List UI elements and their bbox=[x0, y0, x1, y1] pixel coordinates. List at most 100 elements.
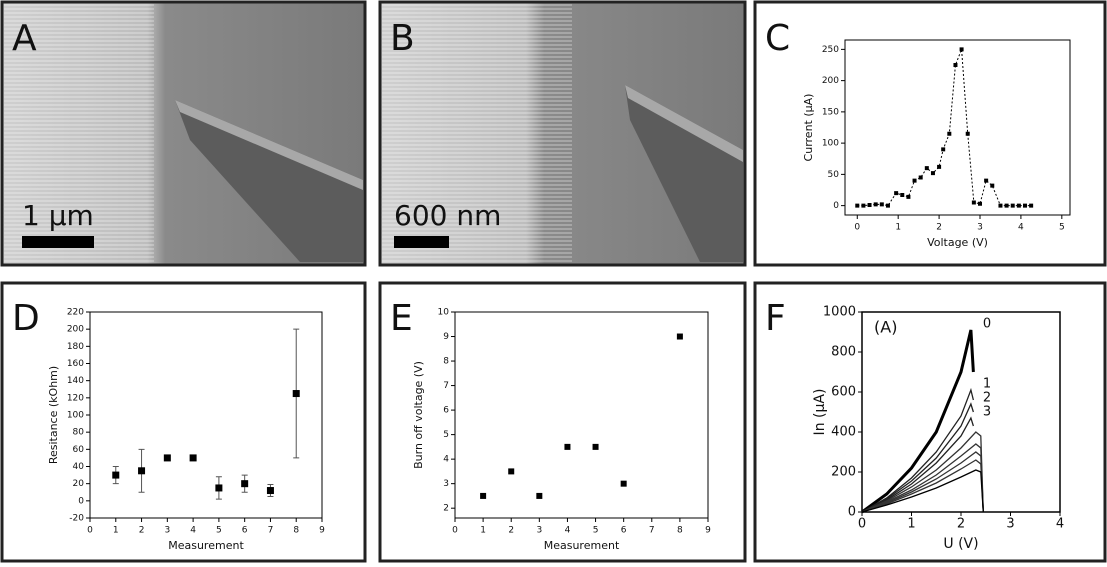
x-tick-label: 1 bbox=[895, 223, 901, 233]
y-tick-label: 1000 bbox=[823, 305, 856, 320]
x-tick-label: 1 bbox=[907, 517, 915, 532]
data-point bbox=[536, 492, 543, 499]
y-axis-title: Current (µA) bbox=[802, 94, 815, 162]
x-axis-title: Measurement bbox=[168, 539, 244, 552]
y-tick-label: 50 bbox=[828, 170, 840, 180]
series-label: 2 bbox=[983, 391, 991, 406]
x-tick-label: 1 bbox=[113, 526, 119, 536]
y-tick-label: 100 bbox=[822, 139, 839, 149]
x-tick-label: 1 bbox=[480, 526, 486, 536]
x-tick-label: 4 bbox=[190, 526, 196, 536]
data-point bbox=[947, 131, 952, 136]
x-tick-label: 3 bbox=[164, 526, 170, 536]
y-tick-label: 220 bbox=[67, 308, 84, 318]
data-point bbox=[941, 147, 946, 152]
panel-frame bbox=[378, 281, 747, 563]
y-tick-label: -20 bbox=[69, 514, 84, 524]
panel-label: F bbox=[765, 298, 786, 339]
data-point bbox=[620, 480, 627, 487]
data-point bbox=[900, 193, 905, 197]
y-tick-label: 140 bbox=[67, 376, 84, 386]
data-point bbox=[241, 480, 249, 488]
y-tick-label: 6 bbox=[443, 406, 449, 416]
probe-tip bbox=[175, 100, 363, 262]
data-point bbox=[112, 471, 120, 479]
data-line bbox=[861, 431, 984, 513]
probe-edge bbox=[625, 85, 743, 162]
y-tick-label: 80 bbox=[73, 428, 85, 438]
plot-frame bbox=[844, 39, 1071, 216]
panel-frame bbox=[753, 0, 1107, 267]
data-point bbox=[965, 131, 970, 136]
x-tick-label: 0 bbox=[858, 517, 866, 532]
data-point bbox=[937, 164, 942, 169]
data-point bbox=[867, 203, 872, 207]
x-tick-label: 0 bbox=[452, 526, 458, 536]
data-point bbox=[984, 178, 989, 183]
x-tick-label: 2 bbox=[936, 223, 942, 233]
data-point bbox=[912, 178, 917, 183]
y-tick-label: 60 bbox=[73, 445, 85, 455]
y-tick-label: 400 bbox=[831, 425, 856, 440]
data-point bbox=[1016, 203, 1021, 208]
data-point bbox=[930, 171, 935, 176]
data-point bbox=[676, 333, 683, 340]
x-tick-label: 6 bbox=[621, 526, 627, 536]
data-point bbox=[978, 201, 982, 206]
y-axis-title: Burn off voltage (V) bbox=[412, 361, 425, 469]
x-tick-label: 7 bbox=[268, 526, 274, 536]
y-tick-label: 10 bbox=[438, 308, 450, 318]
y-tick-label: 8 bbox=[443, 357, 449, 367]
data-point bbox=[959, 47, 964, 52]
y-tick-label: 800 bbox=[831, 345, 856, 360]
panel-label: B bbox=[390, 18, 415, 59]
y-tick-label: 120 bbox=[67, 393, 84, 403]
data-point bbox=[885, 203, 890, 208]
x-tick-label: 9 bbox=[319, 526, 325, 536]
data-point bbox=[592, 443, 599, 450]
panel-b: B 600 nm bbox=[378, 0, 747, 267]
plot-frame bbox=[454, 311, 709, 519]
data-line bbox=[861, 469, 984, 513]
data-point bbox=[861, 203, 866, 208]
panel-frame bbox=[753, 281, 1107, 563]
data-point bbox=[894, 191, 899, 196]
y-tick-label: 250 bbox=[822, 45, 839, 55]
series-label: 1 bbox=[983, 377, 991, 392]
x-tick-label: 9 bbox=[705, 526, 711, 536]
data-point bbox=[189, 454, 197, 462]
data-line bbox=[861, 402, 974, 513]
data-line bbox=[861, 329, 975, 514]
y-tick-label: 200 bbox=[67, 325, 84, 335]
x-tick-label: 3 bbox=[536, 526, 542, 536]
y-tick-label: 180 bbox=[67, 342, 84, 352]
data-point bbox=[138, 467, 146, 475]
data-point bbox=[292, 390, 300, 398]
x-axis-title: Voltage (V) bbox=[927, 236, 988, 249]
y-tick-label: 160 bbox=[67, 359, 84, 369]
panel-label: C bbox=[765, 18, 790, 59]
x-axis-title: U (V) bbox=[943, 536, 978, 552]
y-tick-label: 9 bbox=[443, 332, 449, 342]
y-tick-label: 20 bbox=[73, 479, 85, 489]
data-point bbox=[924, 166, 929, 171]
data-point bbox=[998, 203, 1003, 208]
data-point bbox=[918, 175, 923, 180]
series-label: 0 bbox=[983, 317, 991, 332]
y-tick-label: 4 bbox=[443, 455, 449, 465]
x-tick-label: 8 bbox=[293, 526, 299, 536]
scale-bar-label: 1 µm bbox=[22, 199, 94, 232]
data-point bbox=[990, 183, 995, 188]
y-tick-label: 7 bbox=[443, 381, 449, 391]
x-tick-label: 7 bbox=[649, 526, 655, 536]
x-tick-label: 2 bbox=[139, 526, 145, 536]
data-point bbox=[873, 202, 878, 207]
probe-edge bbox=[175, 100, 363, 190]
probe-tip bbox=[625, 85, 743, 262]
x-tick-label: 0 bbox=[854, 223, 860, 233]
data-line bbox=[861, 459, 984, 513]
y-tick-label: 40 bbox=[73, 462, 85, 472]
panel-label: E bbox=[390, 298, 413, 339]
